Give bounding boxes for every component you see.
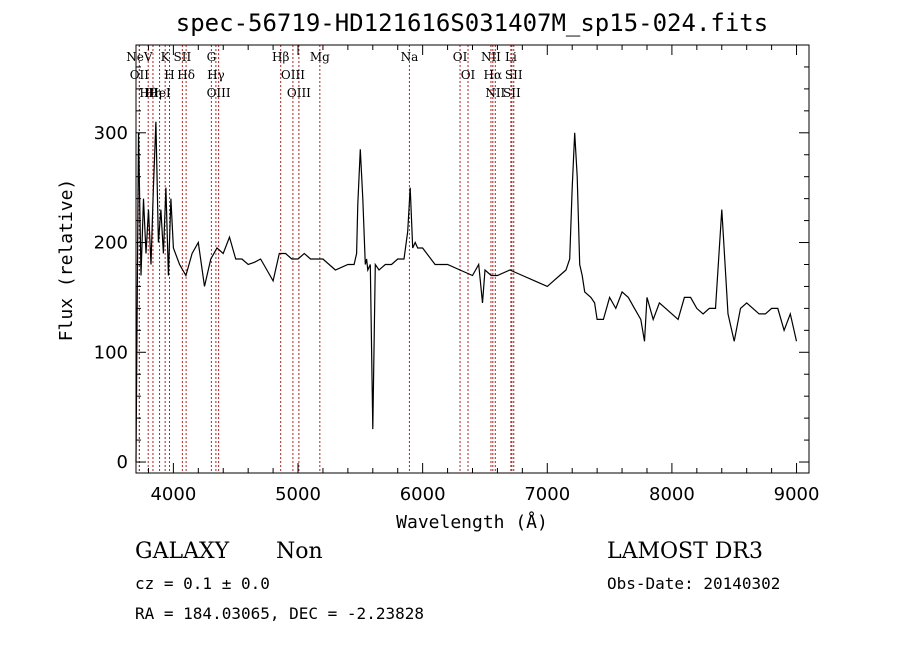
object-class: GALAXY	[135, 539, 230, 564]
spectral-line-label: NII	[485, 86, 505, 100]
spectral-line-label: Hγ	[207, 68, 225, 82]
redshift-readout: cz = 0.1 ± 0.0	[135, 574, 270, 593]
x-tick-label: 8000	[649, 484, 695, 505]
spectral-line-label: Hη	[144, 86, 162, 100]
spectral-line-label: SII	[503, 86, 521, 100]
obs-date: Obs-Date: 20140302	[607, 574, 780, 593]
y-tick-label: 0	[117, 452, 128, 473]
spectral-line-label: SII	[505, 68, 523, 82]
spectral-line-markers	[138, 45, 515, 473]
coordinates-readout: RA = 184.03065, DEC = -2.23828	[135, 604, 424, 623]
x-axis: 4000 5000 6000 7000 8000 9000	[147, 45, 820, 505]
spectral-line-label: OI	[453, 50, 468, 64]
spectral-line-label: Hθ	[139, 86, 157, 100]
spectral-line-label: Na	[401, 50, 419, 64]
x-tick-label: 5000	[275, 484, 321, 505]
spectral-line-label: Hβ	[272, 50, 289, 64]
spectral-line-label: OIII	[281, 68, 305, 82]
x-tick-label: 7000	[524, 484, 570, 505]
spectral-line-label: Li	[505, 50, 517, 64]
x-tick-label: 9000	[774, 484, 820, 505]
spectral-line-label: K	[161, 50, 171, 64]
spectral-line-label: SII	[174, 50, 192, 64]
spectrum-series-line	[135, 121, 798, 463]
y-tick-label: 300	[94, 123, 128, 144]
chart-title: spec-56719-HD121616S031407M_sp15-024.fit…	[176, 9, 768, 37]
y-axis-label: Flux (relative)	[56, 179, 77, 342]
y-tick-label: 200	[94, 233, 128, 254]
spectral-line-label: G	[207, 50, 217, 64]
spectral-line-label: Hδ	[177, 68, 195, 82]
spectral-line-label: Mg	[310, 50, 330, 64]
survey-name: LAMOST DR3	[607, 539, 763, 564]
x-axis-label: Wavelength (Å)	[396, 511, 548, 533]
spectral-line-label: OIII	[287, 86, 311, 100]
spectral-line-label: OIII	[207, 86, 231, 100]
x-tick-label: 4000	[150, 484, 196, 505]
spectral-line-label: OII	[130, 68, 150, 82]
x-tick-label: 6000	[400, 484, 446, 505]
y-axis: 0 100 200 300	[94, 66, 809, 473]
spectral-line-label: H	[164, 68, 174, 82]
object-subclass: Non	[276, 539, 323, 564]
spectral-line-label: HeI	[148, 86, 171, 100]
spectral-line-label: OI	[461, 68, 476, 82]
spectral-line-label: NII	[481, 50, 501, 64]
spectral-line-label: Hα	[484, 68, 503, 82]
spectral-line-label: NeV	[126, 50, 153, 64]
y-tick-label: 100	[94, 342, 128, 363]
